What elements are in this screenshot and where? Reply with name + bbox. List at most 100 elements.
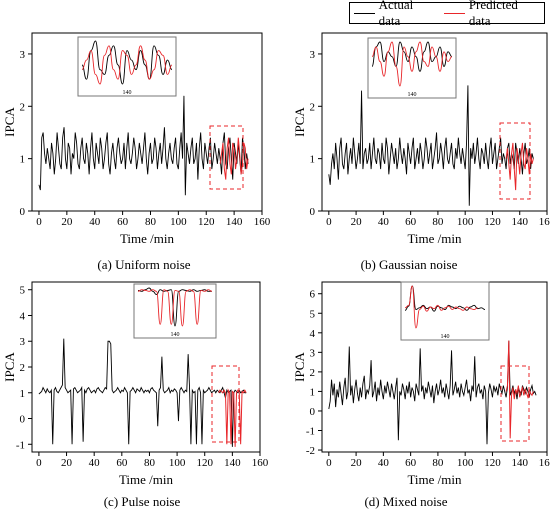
y-tick-label: 1 [20,388,26,400]
inset: 140 [400,281,490,341]
caption-b: (b) Gaussian noise [360,257,458,272]
x-tick-label: 60 [116,457,128,469]
x-tick-label: 20 [61,457,73,469]
x-tick-label: 120 [196,457,213,469]
zoom-region [499,122,531,200]
x-tick-label: 160 [539,457,550,469]
series-predicted-line [505,142,534,191]
y-tick-label: 5 [20,285,26,297]
x-axis-label: Time /min [407,231,462,246]
zoom-region [209,125,244,190]
inset: 140 [367,37,457,99]
x-tick-label: 40 [89,457,101,469]
inset-actual-line [404,285,486,312]
x-axis-label: Time /min [407,472,462,487]
x-tick-label: 160 [539,216,550,228]
x-tick-label: 60 [117,216,129,228]
panel-b: 0 20 40 60 80 100 120 140 160 0 1 2 3 Time /min IPCA 14… [292,32,550,246]
inset: 140 [133,283,217,339]
inset-predicted-line [81,45,173,85]
x-tick-label: 60 [405,216,417,228]
y-tick-label: 0 [20,414,26,426]
y-tick-label: 3 [310,347,316,359]
plot-frame [31,32,263,212]
series-predicted-line [505,340,534,439]
x-tick-label: 0 [36,216,42,228]
x-tick-label: 80 [145,216,157,228]
panel-a: 0 20 40 60 80 100 120 140 160 0 1 2 3 Time /min IPCA 14… [2,32,271,246]
x-axis-label: Time /min [119,472,174,487]
series-actual-line [328,85,534,206]
y-tick-label: -1 [16,439,25,451]
y-tick-label: 1 [310,154,316,166]
x-tick-label: 140 [511,457,528,469]
x-tick-label: 120 [484,216,501,228]
x-tick-label: 20 [351,216,363,228]
x-tick-label: 140 [511,216,528,228]
y-tick-label: 3 [20,336,26,348]
x-tick-label: 120 [198,216,215,228]
inset-frame [77,36,177,97]
x-tick-label: 0 [36,457,42,469]
y-tick-label: 1 [310,386,316,398]
y-tick-label: -1 [306,426,315,438]
inset-actual-line [371,41,453,72]
inset-predicted-line [371,41,453,87]
x-tick-label: 100 [457,457,474,469]
legend-item-predicted: Predicted data [444,0,538,29]
inset-predicted-line [404,285,478,329]
series-actual-line [38,338,247,447]
inset-tick-label: 140 [123,90,132,96]
x-tick-label: 140 [226,216,243,228]
y-tick-label: 4 [310,328,316,340]
caption-d: (d) Mixed noise [364,494,448,509]
x-tick-label: 100 [169,457,186,469]
y-tick-label: 0 [310,406,316,418]
x-tick-label: 60 [405,457,417,469]
x-tick-label: 80 [144,457,156,469]
series-actual-line [38,95,249,196]
x-tick-label: 80 [432,457,444,469]
inset-tick-label: 140 [171,332,180,338]
inset-tick-label: 140 [408,92,417,98]
legend: Actual data Predicted data [349,0,545,28]
inset: 140 [77,36,177,97]
inset-frame [133,283,217,339]
x-tick-label: 160 [254,216,271,228]
inset-frame [400,281,490,341]
legend-item-actual: Actual data [354,0,434,29]
x-tick-label: 40 [89,216,101,228]
x-tick-label: 20 [351,457,363,469]
legend-swatch-actual [354,12,375,14]
x-tick-label: 140 [224,457,241,469]
x-tick-label: 0 [326,457,332,469]
x-tick-label: 0 [326,216,332,228]
panel-d: 0 20 40 60 80 100 120 140 160 -2 -1 0 1 2 3 4 5 6 Time /mi… [292,281,550,487]
inset-predicted-line [137,289,213,327]
zoom-region [211,365,240,443]
series-actual-line [328,340,537,445]
y-tick-label: 3 [310,49,316,61]
legend-label-actual: Actual data [378,0,414,28]
inset-tick-label: 140 [441,334,450,340]
y-tick-label: 2 [310,101,316,113]
caption-c: (c) Pulse noise [103,494,181,509]
y-tick-label: 4 [20,310,26,322]
panel-c: 0 20 40 60 80 100 120 140 160 -1 0 1 2 3 4 5 Time /min IP… [2,281,269,487]
x-tick-label: 120 [484,457,501,469]
legend-label-predicted: Predicted data [468,0,518,28]
y-tick-label: 0 [310,206,316,218]
y-tick-label: 3 [20,49,26,61]
zoom-region [500,365,530,442]
series-predicted-line [218,388,247,447]
y-tick-label: 2 [20,362,26,374]
x-tick-label: 100 [457,216,474,228]
y-tick-label: 6 [310,289,316,301]
x-tick-label: 80 [432,216,444,228]
y-tick-label: 0 [20,206,26,218]
y-tick-label: 2 [310,367,316,379]
x-tick-label: 160 [252,457,269,469]
y-axis-label: IPCA [292,107,307,137]
legend-swatch-predicted [444,12,465,14]
